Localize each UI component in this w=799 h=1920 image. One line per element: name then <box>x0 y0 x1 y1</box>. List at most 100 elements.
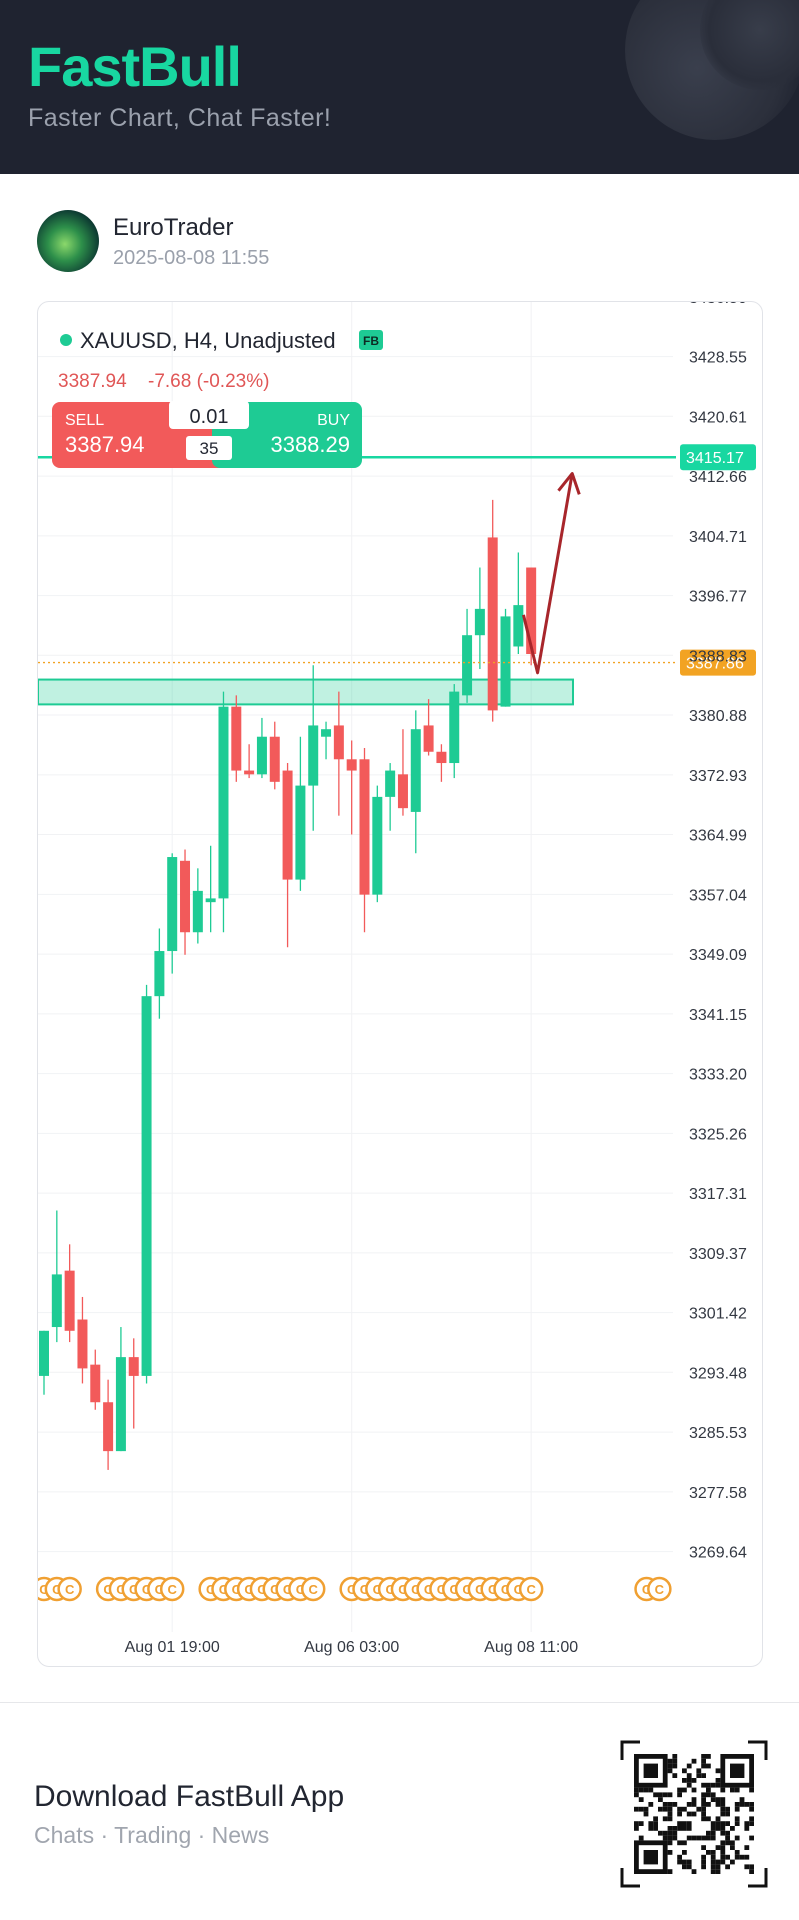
qr-module <box>667 1826 673 1831</box>
candle-body <box>115 1357 126 1452</box>
qr-module <box>720 1802 726 1807</box>
qr-module <box>710 1835 716 1841</box>
buy-label: BUY <box>317 412 350 429</box>
qr-module <box>710 1864 716 1870</box>
event-marker-icon[interactable]: C <box>57 1576 82 1602</box>
qr-module <box>725 1830 730 1836</box>
qr-module <box>648 1802 654 1807</box>
candle <box>487 499 498 722</box>
qr-module <box>658 1792 663 1798</box>
candle <box>154 928 165 1019</box>
qr-module <box>725 1821 730 1826</box>
y-tick-label: 3293.48 <box>689 1365 747 1382</box>
qr-module <box>682 1859 687 1865</box>
qr-module <box>686 1802 692 1807</box>
qr-module <box>744 1864 750 1870</box>
candle <box>90 1349 101 1410</box>
qr-module <box>677 1806 682 1812</box>
download-title[interactable]: Download FastBull App <box>34 1780 345 1813</box>
event-marker-icon[interactable]: C <box>518 1576 544 1602</box>
event-marker-icon[interactable]: C <box>300 1576 326 1602</box>
qr-module <box>734 1787 740 1793</box>
qr-module <box>691 1758 697 1764</box>
y-tick-label: 3412.66 <box>689 469 747 486</box>
qr-module <box>701 1816 706 1822</box>
qr-module <box>691 1835 697 1841</box>
qr-module <box>734 1816 740 1822</box>
qr-module <box>667 1758 673 1764</box>
qr-module <box>749 1806 754 1812</box>
fb-badge-text: FB <box>363 334 379 348</box>
qr-module <box>701 1806 706 1812</box>
qr-module <box>677 1811 682 1817</box>
avatar[interactable] <box>37 210 99 272</box>
qr-module <box>715 1845 721 1850</box>
coin-glyph: C <box>283 1582 293 1597</box>
horizontal-line-label: 3415.17 <box>686 450 744 467</box>
coin-glyph: C <box>103 1582 113 1597</box>
support-zone <box>38 678 574 706</box>
qr-code[interactable] <box>620 1740 768 1888</box>
candle <box>308 665 319 831</box>
footer-divider <box>0 1702 799 1703</box>
qr-module <box>701 1811 706 1817</box>
qr-module <box>706 1754 711 1759</box>
candle <box>115 1327 126 1452</box>
candlestick-chart[interactable]: 3415.17 3387.86 3436.50 3428.55 3420.61 3412… <box>38 302 762 1666</box>
qr-module <box>706 1850 711 1855</box>
qr-module <box>734 1806 740 1812</box>
candle-body <box>372 796 383 895</box>
qr-module <box>734 1854 740 1860</box>
qr-module <box>701 1835 706 1841</box>
candle-body <box>218 706 229 899</box>
y-tick-label: 3420.61 <box>689 409 747 426</box>
candle-body <box>77 1319 88 1369</box>
qr-module <box>720 1806 726 1812</box>
coin-glyph: C <box>501 1582 511 1597</box>
qr-module <box>686 1821 692 1826</box>
qr-module <box>677 1821 682 1826</box>
qr-module <box>744 1854 750 1860</box>
qr-module <box>701 1792 706 1798</box>
coin-glyph: C <box>257 1582 267 1597</box>
qr-module <box>677 1826 682 1831</box>
candle <box>269 721 280 790</box>
qr-finder-core <box>730 1763 745 1778</box>
lot-size-input[interactable] <box>169 401 249 429</box>
qr-module <box>643 1811 649 1817</box>
candle <box>462 608 473 703</box>
y-tick-label: 3341.15 <box>689 1007 747 1024</box>
coin-glyph: C <box>347 1582 357 1597</box>
qr-module <box>715 1797 721 1802</box>
coin-glyph: C <box>309 1582 319 1597</box>
qr-module <box>686 1811 692 1817</box>
qr-module <box>710 1826 716 1831</box>
lot-size-value: 0.01 <box>190 406 229 428</box>
candle <box>141 984 152 1384</box>
app-header: FastBull Faster Chart, Chat Faster! <box>0 0 799 174</box>
qr-module <box>710 1854 716 1860</box>
buy-button[interactable]: BUY 3388.29 <box>212 402 362 468</box>
event-marker-icon[interactable]: C <box>159 1576 185 1602</box>
qr-module <box>686 1778 692 1783</box>
coin-glyph: C <box>373 1582 383 1597</box>
qr-module <box>686 1782 692 1788</box>
candle <box>218 691 229 933</box>
qr-module <box>701 1802 706 1807</box>
event-marker-icon[interactable]: C <box>647 1576 672 1602</box>
y-tick-label: 3333.20 <box>689 1067 747 1084</box>
qr-module <box>701 1797 706 1802</box>
qr-module <box>725 1811 730 1817</box>
qr-module <box>710 1782 716 1788</box>
spread-box <box>186 436 232 460</box>
candle <box>244 744 255 779</box>
x-tick-label: Aug 01 19:00 <box>125 1639 220 1656</box>
qr-module <box>730 1840 735 1846</box>
candle-body <box>474 608 485 636</box>
symbol-line: XAUUSD, H4, Unadjusted <box>80 328 336 353</box>
candle-body <box>436 751 447 764</box>
qr-module <box>710 1797 716 1802</box>
qr-module <box>720 1854 726 1860</box>
candle <box>64 1244 75 1343</box>
author-name[interactable]: EuroTrader <box>113 214 234 241</box>
